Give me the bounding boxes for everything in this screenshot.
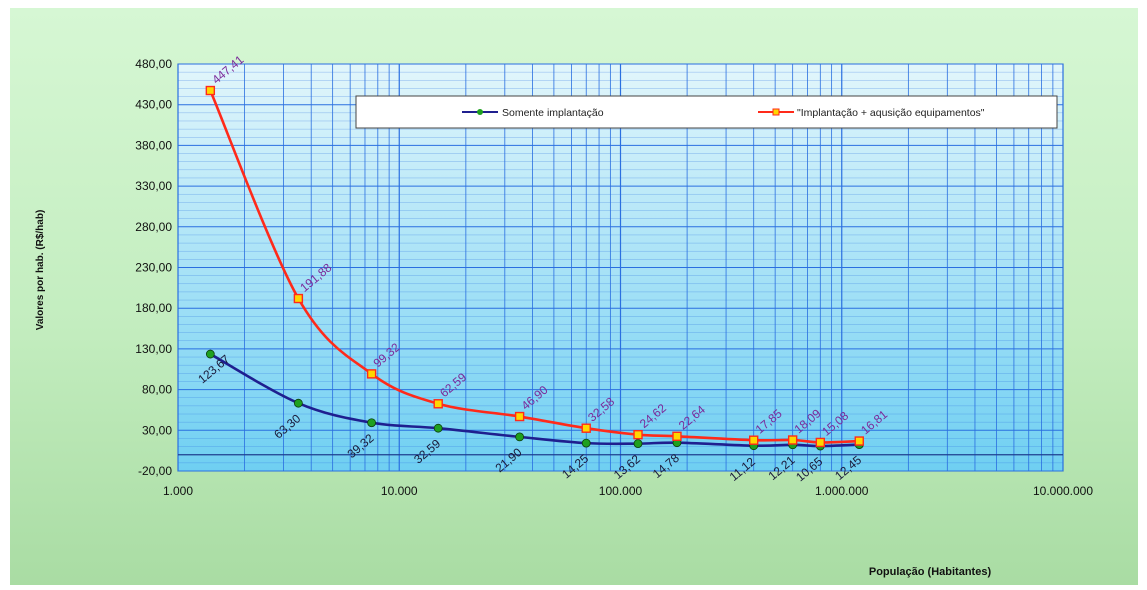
data-point-series-2 <box>672 431 682 441</box>
data-point-series-1 <box>293 398 303 408</box>
data-point-series-2 <box>366 369 377 379</box>
data-point-series-2 <box>749 435 759 445</box>
data-point-series-1 <box>581 438 591 448</box>
data-point-series-2 <box>514 411 525 422</box>
data-point-series-2 <box>205 85 216 96</box>
series <box>205 85 864 451</box>
legend-label-series-2: "Implantação + aqusição equipamentos" <box>797 107 985 119</box>
chart-area: -20,00 30,00 80,00 130,00 180,00 230,00 280,00… <box>10 8 1138 585</box>
chart-svg: -20,00 30,00 80,00 130,00 180,00 230,00 280,00… <box>35 52 1093 578</box>
y-tick-label: 480,00 <box>135 57 172 71</box>
data-point-series-2 <box>433 399 443 409</box>
data-point-series-1 <box>205 349 215 359</box>
data-point-series-1 <box>367 418 377 428</box>
data-point-series-2 <box>815 437 826 448</box>
y-tick-label: 280,00 <box>135 220 172 234</box>
legend-label-series-1: Somente implantação <box>502 107 604 119</box>
y-tick-label: 130,00 <box>135 342 172 356</box>
legend-marker-series-2 <box>772 108 780 116</box>
data-point-series-1 <box>515 432 525 442</box>
x-tick-label: 10.000.000 <box>1033 484 1093 498</box>
x-tick-label: 1.000.000 <box>815 484 869 498</box>
y-tick-label: 180,00 <box>135 301 172 315</box>
data-point-series-2 <box>854 436 864 446</box>
x-tick-label: 10.000 <box>381 484 418 498</box>
y-axis-title: Valores por hab. (R$/hab) <box>35 210 46 331</box>
y-tick-label: 430,00 <box>135 98 172 112</box>
y-tick-label: 80,00 <box>142 383 172 397</box>
data-point-series-2 <box>293 293 304 304</box>
data-point-series-2 <box>633 429 643 440</box>
y-tick-label: 380,00 <box>135 138 172 152</box>
y-tick-label: 30,00 <box>142 423 172 437</box>
x-tick-label: 1.000 <box>163 484 193 498</box>
data-point-series-2 <box>581 423 591 433</box>
legend-marker-series-1 <box>477 109 483 115</box>
y-tick-label: -20,00 <box>138 464 172 478</box>
y-tick-label: 230,00 <box>135 261 172 275</box>
legend: Somente implantação "Implantação + aqusi… <box>355 95 1058 129</box>
data-point-series-1 <box>633 439 643 449</box>
data-point-series-1 <box>433 423 443 433</box>
x-tick-label: 100.000 <box>599 484 643 498</box>
x-axis-title: População (Habitantes) <box>869 566 992 578</box>
axes: -20,00 30,00 80,00 130,00 180,00 230,00 280,00… <box>135 57 1093 498</box>
y-tick-label: 330,00 <box>135 179 172 193</box>
data-point-series-2 <box>787 435 798 445</box>
